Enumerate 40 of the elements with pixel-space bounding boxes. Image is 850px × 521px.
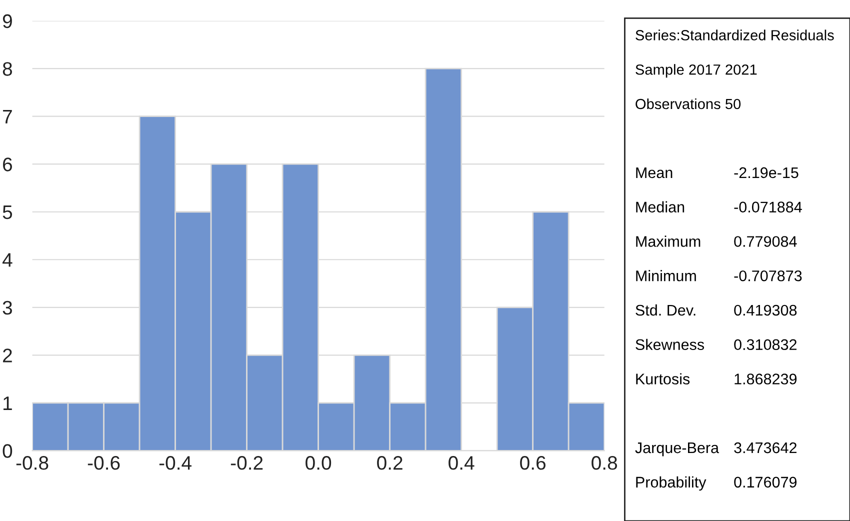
x-tick-label: 0.6 <box>520 456 546 470</box>
text: Maximum <box>636 236 700 247</box>
text: Kurtosis <box>636 373 690 384</box>
y-tick-label: 1 <box>4 396 12 410</box>
text: Probability <box>636 476 706 491</box>
text: Jarque-Bera <box>635 442 720 456</box>
x-tick-label: -0.4 <box>159 456 192 470</box>
text: Observations 50 <box>636 98 741 110</box>
y-tick-label: 6 <box>3 158 12 172</box>
y-tick-label: 5 <box>2 206 12 220</box>
y-tick-label: 8 <box>2 62 12 76</box>
text: -2.19e-15 <box>734 167 798 178</box>
text: 0.419308 <box>734 304 797 316</box>
x-tick-label: -0.8 <box>16 456 48 470</box>
text: Minimum <box>636 270 696 282</box>
text: 0.310832 <box>734 339 797 350</box>
x-tick-label: 0.0 <box>306 456 332 470</box>
text: Skewness <box>636 338 704 350</box>
text: Std. Dev. <box>636 304 696 316</box>
text: Series:Standardized Residuals <box>636 30 834 40</box>
text: 3.473642 <box>734 442 797 454</box>
y-tick-label: 9 <box>2 14 12 28</box>
text: Sample 2017 2021 <box>636 64 757 78</box>
text: -0.707873 <box>734 270 802 282</box>
x-tick-label: -0.6 <box>88 456 120 470</box>
y-tick-label: 2 <box>3 348 12 362</box>
y-tick-label: 4 <box>2 253 12 267</box>
y-tick-label: 0 <box>2 444 12 458</box>
x-tick-label: 0.4 <box>448 456 474 470</box>
text: Mean <box>636 167 672 178</box>
text: Median <box>636 201 684 212</box>
y-tick-label: 3 <box>2 300 12 315</box>
text: 1.868239 <box>734 374 797 384</box>
x-tick-label: 0.8 <box>592 456 618 470</box>
text: 0.176079 <box>734 476 797 488</box>
x-tick-label: -0.2 <box>230 456 263 470</box>
x-tick-label: 0.2 <box>377 456 402 470</box>
text: 0.779084 <box>734 236 797 247</box>
text: -0.071884 <box>734 202 802 212</box>
y-tick-label: 7 <box>3 110 12 124</box>
